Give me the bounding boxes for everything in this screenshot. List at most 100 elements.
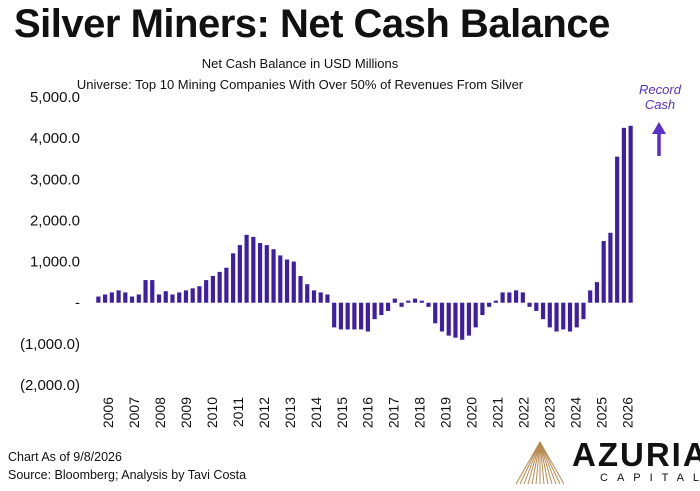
bar xyxy=(412,298,418,303)
y-tick-label: 2,000.0 xyxy=(30,212,80,229)
bar xyxy=(96,296,101,303)
bar xyxy=(136,294,141,303)
x-tick-label: 2019 xyxy=(438,397,454,428)
x-tick-label: 2006 xyxy=(100,397,116,428)
bar xyxy=(392,298,397,303)
bar xyxy=(621,127,626,303)
x-tick-label: 2015 xyxy=(334,397,350,428)
brand-name: AZURIA xyxy=(572,436,700,473)
x-tick-label: 2021 xyxy=(490,397,506,428)
x-tick-label: 2020 xyxy=(464,397,480,428)
bar xyxy=(123,292,128,303)
bar xyxy=(311,290,317,303)
bar xyxy=(156,294,162,303)
bar xyxy=(446,302,451,336)
bar xyxy=(170,294,175,303)
bar xyxy=(426,302,431,307)
bar xyxy=(251,236,256,303)
bar xyxy=(103,294,108,303)
bar xyxy=(338,302,344,330)
bar xyxy=(615,156,620,303)
bar xyxy=(527,302,532,307)
chart-title: Silver Miners: Net Cash Balance xyxy=(14,2,610,46)
y-tick-label: (2,000.0) xyxy=(20,377,80,394)
bar xyxy=(345,302,350,330)
bar xyxy=(190,288,195,303)
bar xyxy=(534,302,539,311)
bar xyxy=(608,232,613,303)
chart-subtitle-universe: Universe: Top 10 Mining Companies With O… xyxy=(76,77,524,92)
bar xyxy=(109,292,114,303)
bar xyxy=(574,302,579,328)
bar xyxy=(197,286,202,303)
bar xyxy=(359,302,364,330)
bar xyxy=(460,302,465,340)
bar xyxy=(150,280,155,303)
bar xyxy=(385,302,391,311)
bar xyxy=(183,290,189,303)
bar xyxy=(116,290,121,303)
bar xyxy=(231,253,236,303)
chart-date-footnote: Chart As of 9/8/2026 xyxy=(8,450,122,464)
bar xyxy=(473,302,478,328)
x-tick-label: 2007 xyxy=(126,397,142,428)
y-tick-label: 3,000.0 xyxy=(30,171,80,188)
bar xyxy=(291,261,296,303)
bar xyxy=(204,280,209,303)
x-tick-label: 2011 xyxy=(230,397,246,427)
y-tick-label: - xyxy=(75,295,80,312)
bar xyxy=(514,290,519,303)
bar xyxy=(500,292,505,303)
bar xyxy=(493,300,498,303)
bar xyxy=(507,292,512,303)
bar xyxy=(365,302,370,332)
y-tick-label: (1,000.0) xyxy=(20,336,80,353)
x-tick-label: 2018 xyxy=(412,397,428,428)
source-footnote: Source: Bloomberg; Analysis by Tavi Cost… xyxy=(8,468,247,482)
bar xyxy=(244,234,249,303)
x-tick-label: 2024 xyxy=(568,397,584,428)
bar xyxy=(177,292,182,303)
x-tick-label: 2017 xyxy=(386,397,402,428)
bar xyxy=(433,302,438,324)
x-tick-label: 2022 xyxy=(516,397,532,428)
bar xyxy=(594,282,600,303)
x-tick-label: 2013 xyxy=(282,397,298,428)
bar xyxy=(487,302,492,307)
bar xyxy=(379,302,384,316)
bar xyxy=(352,302,357,330)
bar xyxy=(271,249,276,303)
bar xyxy=(217,271,222,303)
x-tick-label: 2010 xyxy=(204,397,220,428)
bar xyxy=(480,302,485,316)
bar xyxy=(129,296,135,303)
x-tick-label: 2025 xyxy=(594,397,610,428)
y-tick-label: 5,000.0 xyxy=(30,89,80,106)
bar xyxy=(406,300,411,303)
brand-subtitle: CAPITAL xyxy=(600,472,700,484)
bar xyxy=(298,275,303,303)
bar xyxy=(399,302,404,307)
arrow-head-icon xyxy=(652,122,666,134)
bar xyxy=(561,302,566,330)
bar xyxy=(210,275,215,303)
x-tick-label: 2012 xyxy=(256,397,272,428)
record-cash-annotation: Record Cash xyxy=(639,82,681,112)
x-tick-label: 2009 xyxy=(178,397,194,428)
x-tick-label: 2014 xyxy=(308,397,324,428)
bar xyxy=(372,302,377,320)
bar xyxy=(466,302,472,336)
bar xyxy=(601,241,606,303)
bar xyxy=(305,284,310,303)
bar xyxy=(264,245,269,303)
bar xyxy=(628,125,633,303)
chart-subtitle: Net Cash Balance in USD Millions xyxy=(201,56,399,71)
bar xyxy=(567,302,573,332)
bar xyxy=(224,267,229,303)
bar xyxy=(318,292,323,303)
bar xyxy=(257,243,263,303)
y-tick-label: 4,000.0 xyxy=(30,130,80,147)
bar xyxy=(237,245,242,303)
bar xyxy=(163,291,168,303)
